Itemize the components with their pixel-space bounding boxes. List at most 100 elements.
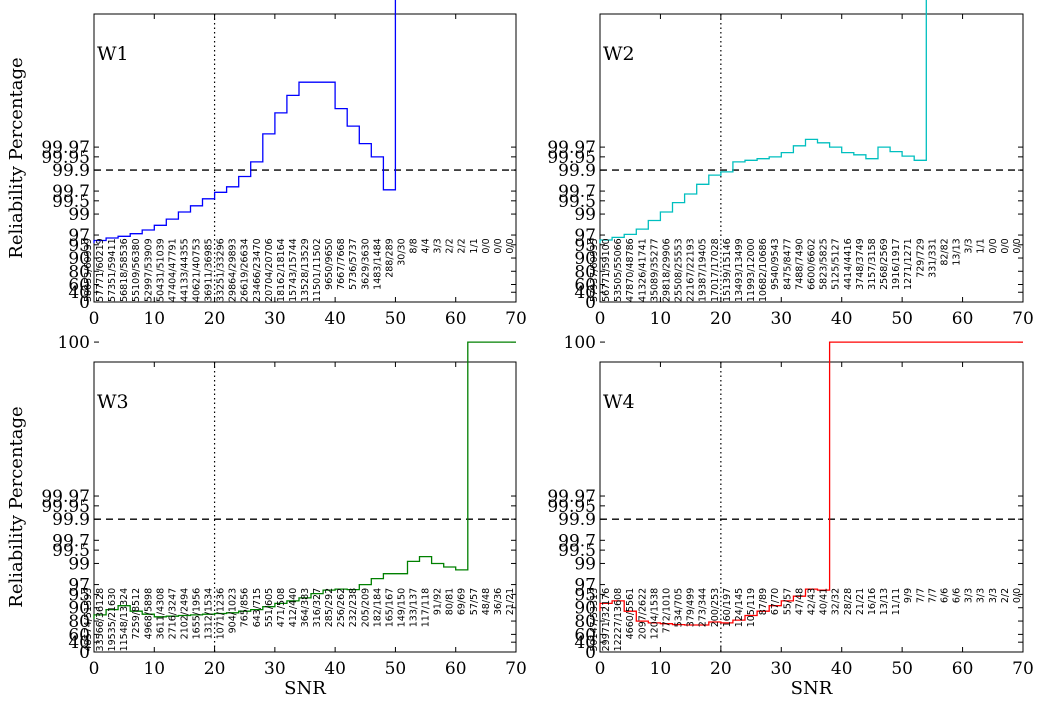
y-tick-label: 90 [574,249,596,269]
count-label: 1271/1271 [903,238,914,290]
x-tick-label: 30 [264,659,286,679]
y-tick-label: 60 [68,276,90,296]
y-tick-label: 99.7 [558,531,596,551]
count-label: 1655/1956 [192,588,203,640]
count-label: 11/11 [891,588,902,615]
y-tick-label: 0 [79,293,90,313]
count-label: 67/70 [770,588,781,615]
count-label: 200/253 [710,588,721,627]
count-label: 21/21 [505,588,516,615]
count-label: 55/57 [782,588,793,615]
count-label: 288/289 [384,238,395,277]
y-tick-label: 60 [68,625,90,645]
x-tick-label: 10 [143,659,165,679]
count-label: 19535/21630 [107,588,118,652]
panel-W2: 04060809095979999.599.799.999.9599.97100… [547,0,1034,329]
y-tick-label: 99.97 [41,487,90,507]
count-label: 105/119 [746,588,757,627]
plot-frame [599,361,1024,653]
count-label: 29818/29906 [661,238,672,302]
count-label: 3611/4308 [155,588,166,640]
y-tick-label: 80 [68,262,90,282]
count-label: 48574/51593 [83,588,94,652]
count-label: 3/3 [964,588,975,603]
y-tick-label: 99.5 [558,192,596,212]
y-tick-label: 90 [574,599,596,619]
series-line-W2 [599,0,927,244]
count-label: 0/0 [1000,238,1011,253]
count-label: 1312/1534 [204,588,215,640]
count-label: 47870/48786 [625,238,636,302]
y-tick-label: 95 [68,236,90,256]
count-label: 6600/6602 [806,238,817,290]
count-label: 36/36 [493,588,504,615]
count-label: 42/43 [807,588,818,615]
y-tick-label: 99.7 [52,182,90,202]
count-label: 58053/60939 [83,238,94,302]
count-label: 133/137 [409,588,420,627]
count-label: 11993/12000 [746,238,757,302]
count-label: 33566/36128 [95,588,106,652]
count-label: 25508/25553 [674,238,685,302]
x-tick-label: 70 [1012,659,1034,679]
count-label: 3/3 [964,238,975,253]
count-label: 16/16 [867,588,878,615]
x-tick-label: 20 [204,659,226,679]
panel-label: W1 [97,43,129,65]
y-tick-label: 99.5 [558,541,596,561]
count-label: 91/92 [433,588,444,615]
y-tick-label: 97 [68,226,90,246]
plot-frame [599,13,1024,303]
count-label: 364/383 [300,588,311,627]
y-tick-label: 0 [585,293,596,313]
count-label: 29864/29893 [228,238,239,302]
x-tick-label: 0 [89,659,100,679]
plot-frame [93,13,517,303]
x-tick-label: 30 [770,309,792,329]
count-label: 41326/41741 [637,238,648,302]
y-tick-label: 0 [585,643,596,663]
y-tick-label: 97 [68,576,90,596]
y-tick-label: 40 [68,283,90,303]
count-label: 20704/20706 [264,238,275,302]
count-label: 3157/3158 [867,238,878,290]
x-tick-label: 10 [650,309,672,329]
y-tick-label: 90 [68,249,90,269]
y-tick-label: 99.95 [41,497,90,517]
count-label: 13493/13499 [734,238,745,302]
x-tick-label: 60 [952,659,974,679]
y-tick-label: 0 [79,643,90,663]
count-label: 0/0 [1012,588,1023,603]
count-label: 729/729 [915,238,926,277]
x-tick-label: 0 [595,659,606,679]
count-label: 1916/1917 [891,238,902,290]
count-label: 57/57 [469,588,480,615]
count-label: 2102/2494 [179,588,190,640]
y-tick-label: 40 [574,633,596,653]
count-label: 47404/47791 [167,238,178,302]
count-label: 9540/9543 [770,238,781,290]
count-label: 15743/15744 [288,238,299,302]
y-tick-label: 99.9 [558,161,596,181]
count-label: 57351/59411 [107,238,118,302]
count-label: 8/8 [408,238,419,253]
count-label: 50431/51039 [155,238,166,302]
count-label: 22167/22193 [686,238,697,302]
count-label: 534/705 [674,588,685,627]
count-label: 3/3 [433,238,444,253]
count-label: 2568/2569 [879,238,890,290]
count-label: 160/197 [722,588,733,627]
panel-label: W3 [97,391,129,413]
count-label: 50147/53313 [589,588,600,652]
count-label: 55109/56380 [131,238,142,302]
y-tick-label: 99.97 [547,487,596,507]
y-tick-label: 40 [574,283,596,303]
y-tick-label: 100 [564,0,596,5]
count-label: 182/184 [372,588,383,627]
count-label: 149/150 [397,588,408,627]
count-label: 82/82 [939,238,950,265]
x-tick-label: 70 [505,659,527,679]
count-label: 1071/1236 [216,588,227,640]
count-label: 1204/1538 [649,588,660,640]
